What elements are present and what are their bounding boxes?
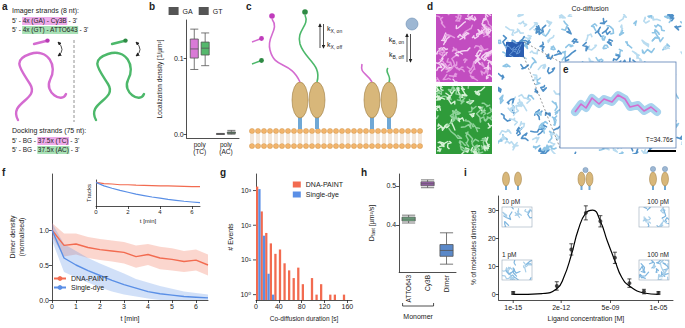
svg-text:t [min]: t [min]: [120, 315, 139, 323]
svg-text:6: 6: [194, 303, 198, 310]
svg-text:20: 20: [488, 235, 496, 242]
svg-text:Dimer: Dimer: [443, 274, 450, 292]
svg-text:- 3': - 3': [78, 26, 89, 33]
svg-text:d: d: [427, 1, 433, 12]
svg-text:10²: 10²: [241, 222, 252, 229]
svg-text:1e-15: 1e-15: [504, 304, 522, 311]
svg-text:0: 0: [254, 303, 258, 310]
svg-text:a: a: [2, 1, 8, 12]
svg-text:Docking strands (75 nt):: Docking strands (75 nt):: [12, 127, 86, 135]
svg-text:120: 120: [319, 303, 331, 310]
svg-text:0.1: 0.1: [174, 55, 184, 62]
svg-text:37.5x (AC): 37.5x (AC): [38, 146, 69, 154]
svg-text:100 pM: 100 pM: [647, 198, 669, 206]
svg-text:(normalised): (normalised): [18, 218, 26, 257]
svg-text:0: 0: [94, 209, 98, 215]
svg-text:10³: 10³: [241, 187, 252, 194]
svg-text:fast: fast: [370, 228, 376, 237]
svg-text:0.0: 0.0: [39, 297, 49, 304]
svg-text:2: 2: [126, 209, 130, 215]
svg-text:i: i: [464, 167, 467, 178]
svg-text:1e-05: 1e-05: [650, 304, 668, 311]
svg-text:Monomer: Monomer: [403, 313, 433, 320]
svg-text:6: 6: [190, 209, 194, 215]
svg-text:h: h: [361, 167, 367, 178]
svg-text:Co-diffusion duration [s]: Co-diffusion duration [s]: [270, 315, 339, 323]
svg-text:4: 4: [146, 303, 150, 310]
svg-text:kX, on: kX, on: [327, 25, 342, 34]
svg-text:40: 40: [275, 303, 283, 310]
svg-text:[µm²/s]: [µm²/s]: [368, 205, 376, 229]
svg-text:4: 4: [158, 209, 162, 215]
svg-text:ATTO643: ATTO643: [405, 275, 412, 303]
svg-text:c: c: [246, 1, 252, 12]
svg-text:b: b: [149, 1, 155, 12]
svg-text:0.5: 0.5: [39, 262, 49, 269]
svg-text:- 3': - 3': [67, 17, 78, 24]
svg-text:Tracks: Tracks: [86, 184, 92, 202]
svg-text:5' - BG -: 5' - BG -: [12, 137, 38, 144]
svg-text:Co-diffusion: Co-diffusion: [571, 5, 608, 12]
svg-text:poly: poly: [219, 141, 232, 148]
svg-text:Ligand concentration [M]: Ligand concentration [M]: [548, 315, 625, 323]
svg-text:GA: GA: [183, 8, 193, 15]
svg-text:Imager strands (8 nt):: Imager strands (8 nt):: [12, 7, 79, 15]
svg-text:g: g: [220, 167, 226, 178]
svg-text:t [min]: t [min]: [140, 218, 157, 224]
svg-text:- 3': - 3': [69, 137, 80, 144]
svg-text:(AC): (AC): [219, 148, 232, 156]
svg-text:0.0: 0.0: [174, 131, 184, 138]
svg-text:5' -: 5' -: [12, 17, 23, 24]
svg-text:10 pM: 10 pM: [502, 198, 520, 206]
svg-text:5: 5: [170, 303, 174, 310]
svg-text:Localization density [1/µm²]: Localization density [1/µm²]: [156, 39, 164, 118]
svg-text:poly: poly: [193, 141, 206, 148]
svg-text:10⁰: 10⁰: [240, 291, 251, 298]
svg-text:kX, off: kX, off: [327, 41, 343, 50]
svg-text:0.5: 0.5: [386, 182, 396, 189]
svg-text:DNA-PAINT: DNA-PAINT: [306, 181, 344, 188]
svg-text:2e-12: 2e-12: [552, 304, 570, 311]
svg-text:10: 10: [488, 263, 496, 270]
svg-text:0: 0: [492, 291, 496, 298]
svg-text:kB, off: kB, off: [389, 51, 405, 60]
svg-text:37.5x (TC): 37.5x (TC): [38, 137, 69, 145]
svg-text:5e-09: 5e-09: [602, 304, 620, 311]
svg-text:D: D: [368, 236, 375, 242]
svg-text:% of molecules dimerised: % of molecules dimerised: [470, 211, 477, 285]
svg-text:- 3': - 3': [69, 146, 80, 153]
svg-text:1: 1: [74, 303, 78, 310]
svg-text:Single-dye: Single-dye: [306, 191, 339, 199]
svg-text:80: 80: [298, 303, 306, 310]
svg-text:T=34.76s: T=34.76s: [646, 136, 674, 143]
svg-text:1.0: 1.0: [39, 227, 49, 234]
svg-text:100 nM: 100 nM: [647, 251, 669, 258]
svg-text:kB, on: kB, on: [389, 36, 404, 45]
svg-text:5' -: 5' -: [12, 26, 23, 33]
svg-text:5' - BG -: 5' - BG -: [12, 146, 38, 153]
svg-text:f: f: [2, 167, 6, 178]
svg-text:0: 0: [50, 303, 54, 310]
svg-text:160: 160: [342, 303, 354, 310]
svg-text:2: 2: [98, 303, 102, 310]
svg-text:(TC): (TC): [193, 148, 206, 156]
svg-text:1 pM: 1 pM: [502, 251, 516, 259]
svg-text:30: 30: [488, 207, 496, 214]
svg-text:GT: GT: [213, 8, 223, 15]
svg-text:0.4: 0.4: [386, 221, 396, 228]
svg-text:# Events: # Events: [227, 223, 234, 251]
svg-text:4x (GT) - ATTO643: 4x (GT) - ATTO643: [23, 26, 78, 34]
svg-text:Single-dye: Single-dye: [71, 284, 104, 292]
svg-text:4x (GA) - Cy3B: 4x (GA) - Cy3B: [23, 17, 67, 25]
svg-text:e: e: [563, 64, 569, 75]
svg-text:10¹: 10¹: [241, 256, 252, 263]
svg-text:3: 3: [122, 303, 126, 310]
svg-text:DNA-PAINT: DNA-PAINT: [71, 275, 109, 282]
svg-text:Cy3B: Cy3B: [424, 275, 432, 291]
svg-text:Dimer density: Dimer density: [9, 215, 17, 258]
